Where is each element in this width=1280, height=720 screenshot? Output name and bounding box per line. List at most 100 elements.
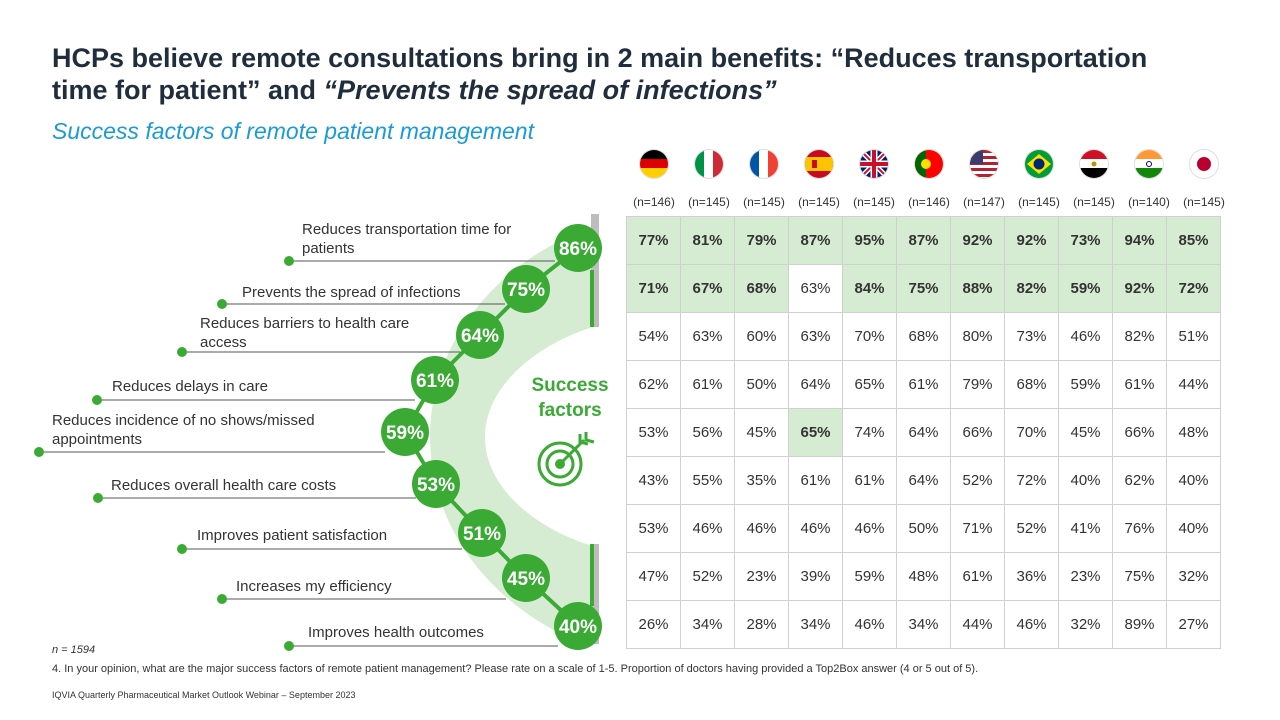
table-cell: 47% [626, 552, 681, 601]
table-cell: 52% [1004, 504, 1059, 553]
table-cell: 61% [842, 456, 897, 505]
table-cell: 32% [1166, 552, 1221, 601]
leader-dot [177, 544, 187, 554]
table-cell: 64% [788, 360, 843, 409]
table-cell: 70% [1004, 408, 1059, 457]
factor-total: 75% [507, 280, 545, 301]
table-cell: 50% [896, 504, 951, 553]
table-cell: 92% [1112, 264, 1167, 313]
uk-flag [860, 150, 888, 178]
factor-label: Reduces incidence of no shows/missed app… [52, 412, 315, 448]
table-cell: 72% [1166, 264, 1221, 313]
table-cell: 81% [680, 216, 735, 265]
table-cell: 92% [1004, 216, 1059, 265]
table-cell: 63% [680, 312, 735, 361]
center-label-line-1: Success [531, 375, 609, 396]
table-cell: 56% [680, 408, 735, 457]
italy-flag [695, 150, 723, 178]
table-cell: 41% [1058, 504, 1113, 553]
table-cell: 64% [896, 456, 951, 505]
table-cell: 46% [842, 504, 897, 553]
sample-total: n = 1594 [52, 644, 96, 656]
table-cell: 48% [1166, 408, 1221, 457]
table-cell: 27% [1166, 600, 1221, 649]
table-row: 77% 81% 79% 87% 95% 87% 92% 92% 73% 94% 85% [626, 216, 1221, 265]
table-cell: 40% [1166, 504, 1221, 553]
table-cell: 65% [842, 360, 897, 409]
table-cell: 46% [1004, 600, 1059, 649]
factor-total: 40% [559, 617, 597, 638]
table-cell: 46% [680, 504, 735, 553]
table-row: 71% 67% 68% 63% 84% 75% 88% 82% 59% 92% 72% [626, 264, 1221, 313]
factor-label: Prevents the spread of infections [242, 284, 461, 301]
page-subtitle: Success factors of remote patient manage… [52, 118, 534, 144]
table-cell: 68% [734, 264, 789, 313]
table-cell: 55% [680, 456, 735, 505]
table-cell: 28% [734, 600, 789, 649]
table-cell: 60% [734, 312, 789, 361]
arc-edge-top [591, 214, 599, 327]
country-table: 77% 81% 79% 87% 95% 87% 92% 92% 73% 94% 85% 71% 67% 6… [626, 216, 1221, 649]
source-line: IQVIA Quarterly Pharmaceutical Market Ou… [52, 690, 356, 700]
factor-total: 53% [417, 475, 455, 496]
table-cell: 68% [896, 312, 951, 361]
sample-size: (n=146) [633, 195, 675, 209]
table-cell: 26% [626, 600, 681, 649]
table-cell: 61% [896, 360, 951, 409]
factor-bubble [554, 602, 602, 650]
table-cell: 36% [1004, 552, 1059, 601]
table-cell: 87% [788, 216, 843, 265]
table-cell: 68% [1004, 360, 1059, 409]
sample-size: (n=145) [853, 195, 895, 209]
table-cell: 95% [842, 216, 897, 265]
table-row: 53% 56% 45% 65% 74% 64% 66% 70% 45% 66% 48% [626, 408, 1221, 457]
table-row: 43% 55% 35% 61% 61% 64% 52% 72% 40% 62% 40% [626, 456, 1221, 505]
table-cell: 44% [1166, 360, 1221, 409]
table-cell: 88% [950, 264, 1005, 313]
table-row: 47% 52% 23% 39% 59% 48% 61% 36% 23% 75% 32% [626, 552, 1221, 601]
leader-dot [34, 447, 44, 457]
table-cell: 63% [788, 312, 843, 361]
factor-bubble [458, 509, 506, 557]
table-cell: 82% [1004, 264, 1059, 313]
table-cell: 71% [950, 504, 1005, 553]
target-icon [537, 432, 595, 487]
table-cell: 66% [1112, 408, 1167, 457]
table-cell: 64% [896, 408, 951, 457]
table-row: 62% 61% 50% 64% 65% 61% 79% 68% 59% 61% 44% [626, 360, 1221, 409]
table-cell: 74% [842, 408, 897, 457]
factor-label: Increases my efficiency [236, 578, 392, 595]
table-cell: 62% [1112, 456, 1167, 505]
table-cell: 51% [1166, 312, 1221, 361]
table-cell: 23% [734, 552, 789, 601]
factor-total: 45% [507, 569, 545, 590]
table-cell: 80% [950, 312, 1005, 361]
table-cell: 34% [680, 600, 735, 649]
table-cell: 52% [950, 456, 1005, 505]
table-cell: 63% [788, 264, 843, 313]
table-cell: 34% [896, 600, 951, 649]
table-cell: 59% [1058, 264, 1113, 313]
table-cell: 77% [626, 216, 681, 265]
sample-size: (n=145) [1018, 195, 1060, 209]
table-cell: 39% [788, 552, 843, 601]
table-cell: 59% [842, 552, 897, 601]
table-cell: 61% [788, 456, 843, 505]
table-cell: 40% [1166, 456, 1221, 505]
table-cell: 73% [1058, 216, 1113, 265]
success-factors-arc: 86% 75% 64% 61% 59% 53% 51% 45% 40% [34, 214, 602, 651]
table-cell: 94% [1112, 216, 1167, 265]
factor-total: 61% [416, 371, 454, 392]
factor-label: Reduces barriers to health care access [200, 315, 410, 351]
table-cell: 87% [896, 216, 951, 265]
factor-label: Improves health outcomes [308, 624, 484, 641]
sample-size: (n=140) [1128, 195, 1170, 209]
table-cell: 66% [950, 408, 1005, 457]
sample-size: (n=145) [743, 195, 785, 209]
factor-bubble [502, 554, 550, 602]
leader-dot [92, 395, 102, 405]
center-label-line-2: factors [538, 400, 602, 421]
table-cell: 71% [626, 264, 681, 313]
center-label: Success factors [520, 373, 620, 423]
table-cell: 34% [788, 600, 843, 649]
